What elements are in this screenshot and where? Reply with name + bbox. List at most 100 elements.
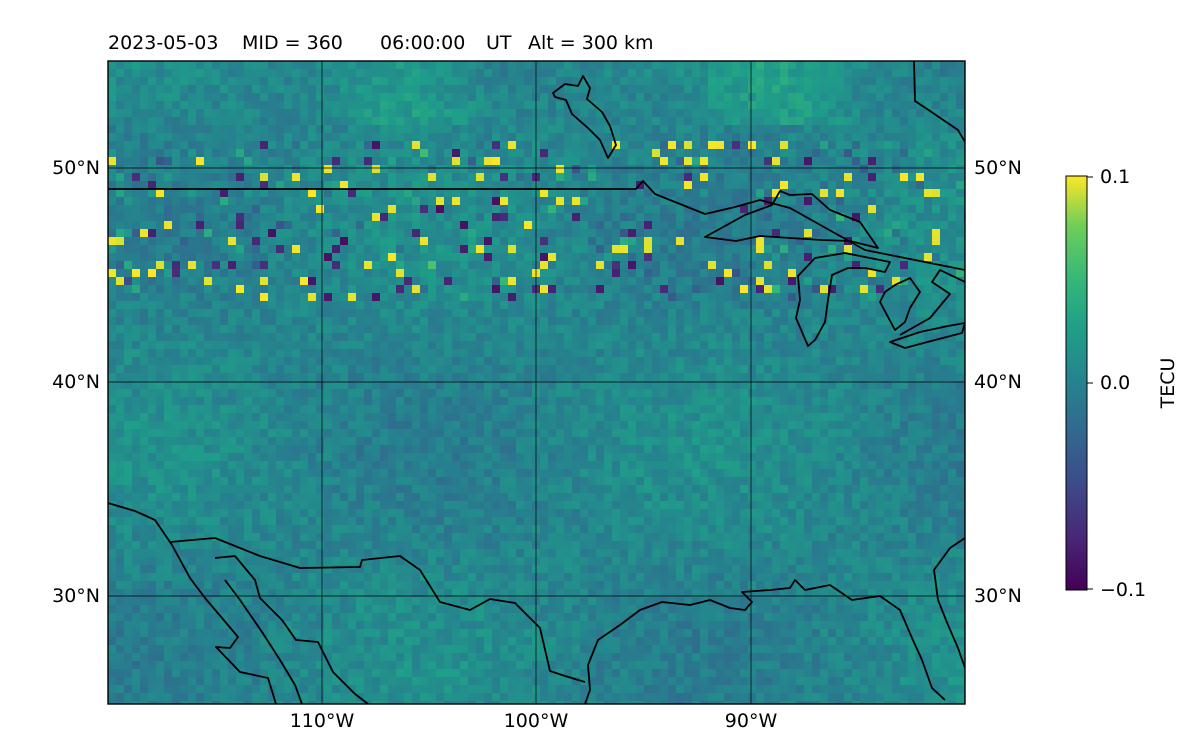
tec-cell <box>604 341 612 349</box>
tec-cell <box>492 101 500 109</box>
tec-cell <box>852 189 860 197</box>
tec-cell <box>660 101 668 109</box>
tec-cell <box>956 61 964 69</box>
tec-cell <box>860 293 868 301</box>
tec-cell <box>332 149 340 157</box>
tec-cell <box>220 85 228 93</box>
tec-cell <box>356 349 364 357</box>
tec-cell <box>140 293 148 301</box>
tec-cell <box>876 269 884 277</box>
tec-cell <box>516 205 524 213</box>
tec-cell <box>604 365 612 373</box>
tec-cell <box>172 373 180 381</box>
tec-cell <box>364 77 372 85</box>
tec-cell <box>196 429 204 437</box>
tec-cell <box>380 357 388 365</box>
tec-cell <box>876 109 884 117</box>
tec-cell <box>380 93 388 101</box>
tec-cell <box>284 229 292 237</box>
tec-cell <box>444 325 452 333</box>
tec-cell <box>204 117 212 125</box>
tec-cell <box>564 421 572 429</box>
tec-cell <box>132 197 140 205</box>
tec-cell <box>852 389 860 397</box>
tec-cell <box>556 221 564 229</box>
tec-cell <box>652 309 660 317</box>
tec-cell <box>148 157 156 165</box>
tec-cell <box>148 333 156 341</box>
tec-cell <box>452 189 460 197</box>
tec-cell <box>828 165 836 173</box>
tec-cell <box>308 61 316 69</box>
tec-cell <box>724 189 732 197</box>
tec-cell <box>676 93 684 101</box>
tec-cell <box>828 333 836 341</box>
tec-cell <box>300 181 308 189</box>
tec-cell <box>748 325 756 333</box>
tec-cell <box>468 125 476 133</box>
tec-cell <box>500 61 508 69</box>
tec-cell <box>764 341 772 349</box>
tec-cell <box>436 269 444 277</box>
tec-cell <box>876 181 884 189</box>
tec-cell <box>396 125 404 133</box>
tec-cell <box>388 157 396 165</box>
tec-cell <box>124 125 132 133</box>
tec-cell <box>292 413 300 421</box>
tec-cell <box>860 365 868 373</box>
tec-cell <box>860 109 868 117</box>
tec-cell <box>772 141 780 149</box>
tec-cell <box>780 77 788 85</box>
tec-cell <box>636 197 644 205</box>
tec-cell <box>364 117 372 125</box>
tec-cell <box>556 269 564 277</box>
tec-cell <box>540 221 548 229</box>
tec-cell <box>220 197 228 205</box>
tec-cell <box>196 101 204 109</box>
tec-cell <box>276 261 284 269</box>
tec-cell <box>516 125 524 133</box>
tec-cell <box>356 205 364 213</box>
tec-cell <box>116 181 124 189</box>
tec-cell <box>436 341 444 349</box>
tec-cell <box>516 349 524 357</box>
tec-cell <box>932 69 940 77</box>
tec-cell <box>516 117 524 125</box>
tec-cell <box>804 61 812 69</box>
tec-raster <box>108 61 965 704</box>
tec-cell <box>612 413 620 421</box>
tec-cell <box>732 333 740 341</box>
tec-cell <box>628 117 636 125</box>
tec-cell <box>308 205 316 213</box>
tec-cell <box>252 429 260 437</box>
tec-cell <box>828 221 836 229</box>
tec-cell <box>500 197 508 205</box>
tec-cell <box>316 205 324 213</box>
tec-cell <box>108 197 116 205</box>
tec-cell <box>356 157 364 165</box>
tec-cell <box>156 173 164 181</box>
tec-cell <box>204 421 212 429</box>
tec-cell <box>308 189 316 197</box>
tec-cell <box>292 357 300 365</box>
tec-cell <box>300 149 308 157</box>
tec-cell <box>164 341 172 349</box>
tec-cell <box>116 229 124 237</box>
tec-cell <box>292 317 300 325</box>
tec-cell <box>596 405 604 413</box>
tec-cell <box>940 413 948 421</box>
tec-cell <box>932 245 940 253</box>
tec-cell <box>804 149 812 157</box>
tec-cell <box>412 109 420 117</box>
tec-cell <box>668 181 676 189</box>
tec-cell <box>380 133 388 141</box>
tec-cell <box>724 357 732 365</box>
tec-cell <box>156 221 164 229</box>
tec-cell <box>428 405 436 413</box>
tec-cell <box>492 181 500 189</box>
tec-cell <box>580 149 588 157</box>
tec-cell <box>108 237 116 245</box>
tec-cell <box>564 397 572 405</box>
tec-cell <box>508 149 516 157</box>
tec-cell <box>796 149 804 157</box>
